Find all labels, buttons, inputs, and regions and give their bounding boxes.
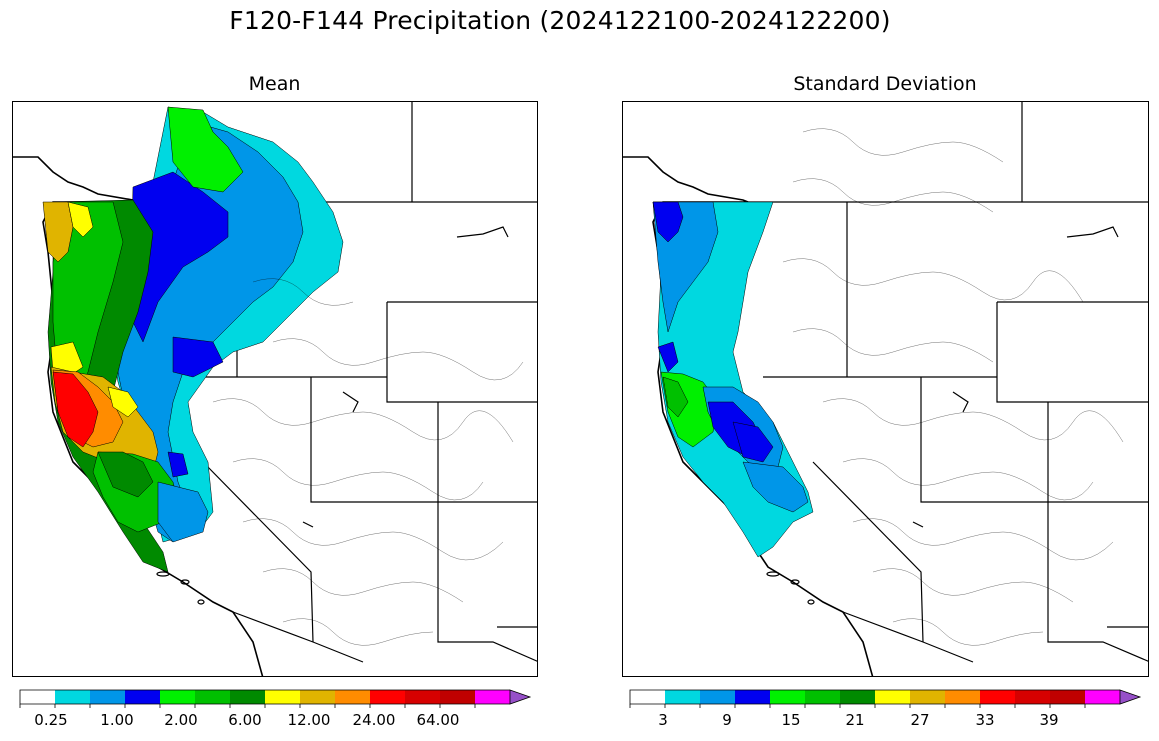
std-colorbar-label: 27	[910, 711, 930, 729]
std-colorbar-segment	[805, 690, 841, 704]
mean-colorbar-segment	[475, 690, 511, 704]
mean-colorbar	[19, 689, 532, 708]
mean-colorbar-segment	[335, 690, 371, 704]
mean-colorbar-label: 24.00	[352, 711, 396, 729]
std-colorbar-segment	[700, 690, 736, 704]
std-colorbar-label: 3	[658, 711, 668, 729]
mean-map-graphic	[13, 102, 537, 676]
mean-colorbar-label: 2.00	[164, 711, 198, 729]
mean-colorbar-graphic	[19, 689, 532, 708]
std-panel-title: Standard Deviation	[793, 73, 977, 95]
std-colorbar-label: 33	[975, 711, 995, 729]
mean-colorbar-segment	[160, 690, 196, 704]
std-colorbar-segment	[665, 690, 701, 704]
std-colorbar-label: 9	[722, 711, 732, 729]
mean-colorbar-extend-arrow	[509, 689, 532, 705]
figure-title: F120-F144 Precipitation (2024122100-2024…	[229, 6, 891, 35]
mean-colorbar-segment	[370, 690, 406, 704]
std-colorbar-segment	[980, 690, 1016, 704]
std-colorbar-segment	[770, 690, 806, 704]
std-colorbar-segment	[875, 690, 911, 704]
mean-colorbar-segment	[90, 690, 126, 704]
std-colorbar-graphic	[629, 689, 1142, 708]
mean-colorbar-segment	[405, 690, 441, 704]
mean-colorbar-segment	[125, 690, 161, 704]
mean-colorbar-segment	[300, 690, 336, 704]
mean-colorbar-label: 12.00	[287, 711, 331, 729]
std-colorbar-label: 39	[1039, 711, 1059, 729]
mean-colorbar-label: 0.25	[34, 711, 68, 729]
mean-colorbar-label: 6.00	[228, 711, 262, 729]
mean-colorbar-segment	[55, 690, 91, 704]
std-colorbar	[629, 689, 1142, 708]
std-colorbar-label: 21	[845, 711, 865, 729]
mean-colorbar-label: 1.00	[100, 711, 134, 729]
std-deviation-map	[622, 101, 1149, 677]
std-colorbar-segment	[945, 690, 981, 704]
mean-panel-title: Mean	[248, 73, 301, 95]
std-colorbar-segment	[1085, 690, 1121, 704]
std-colorbar-label: 15	[781, 711, 801, 729]
mean-colorbar-label: 64.00	[416, 711, 460, 729]
mean-colorbar-segment	[195, 690, 231, 704]
std-colorbar-segment	[910, 690, 946, 704]
mean-precipitation-map	[12, 101, 538, 677]
mean-colorbar-segment	[20, 690, 56, 704]
std-map-graphic	[623, 102, 1148, 676]
std-colorbar-segment	[1015, 690, 1051, 704]
mean-colorbar-segment	[230, 690, 266, 704]
std-colorbar-segment	[1050, 690, 1086, 704]
std-colorbar-segment	[735, 690, 771, 704]
std-colorbar-extend-arrow	[1119, 689, 1142, 705]
std-colorbar-segment	[840, 690, 876, 704]
mean-colorbar-segment	[265, 690, 301, 704]
std-colorbar-segment	[630, 690, 666, 704]
mean-colorbar-segment	[440, 690, 476, 704]
